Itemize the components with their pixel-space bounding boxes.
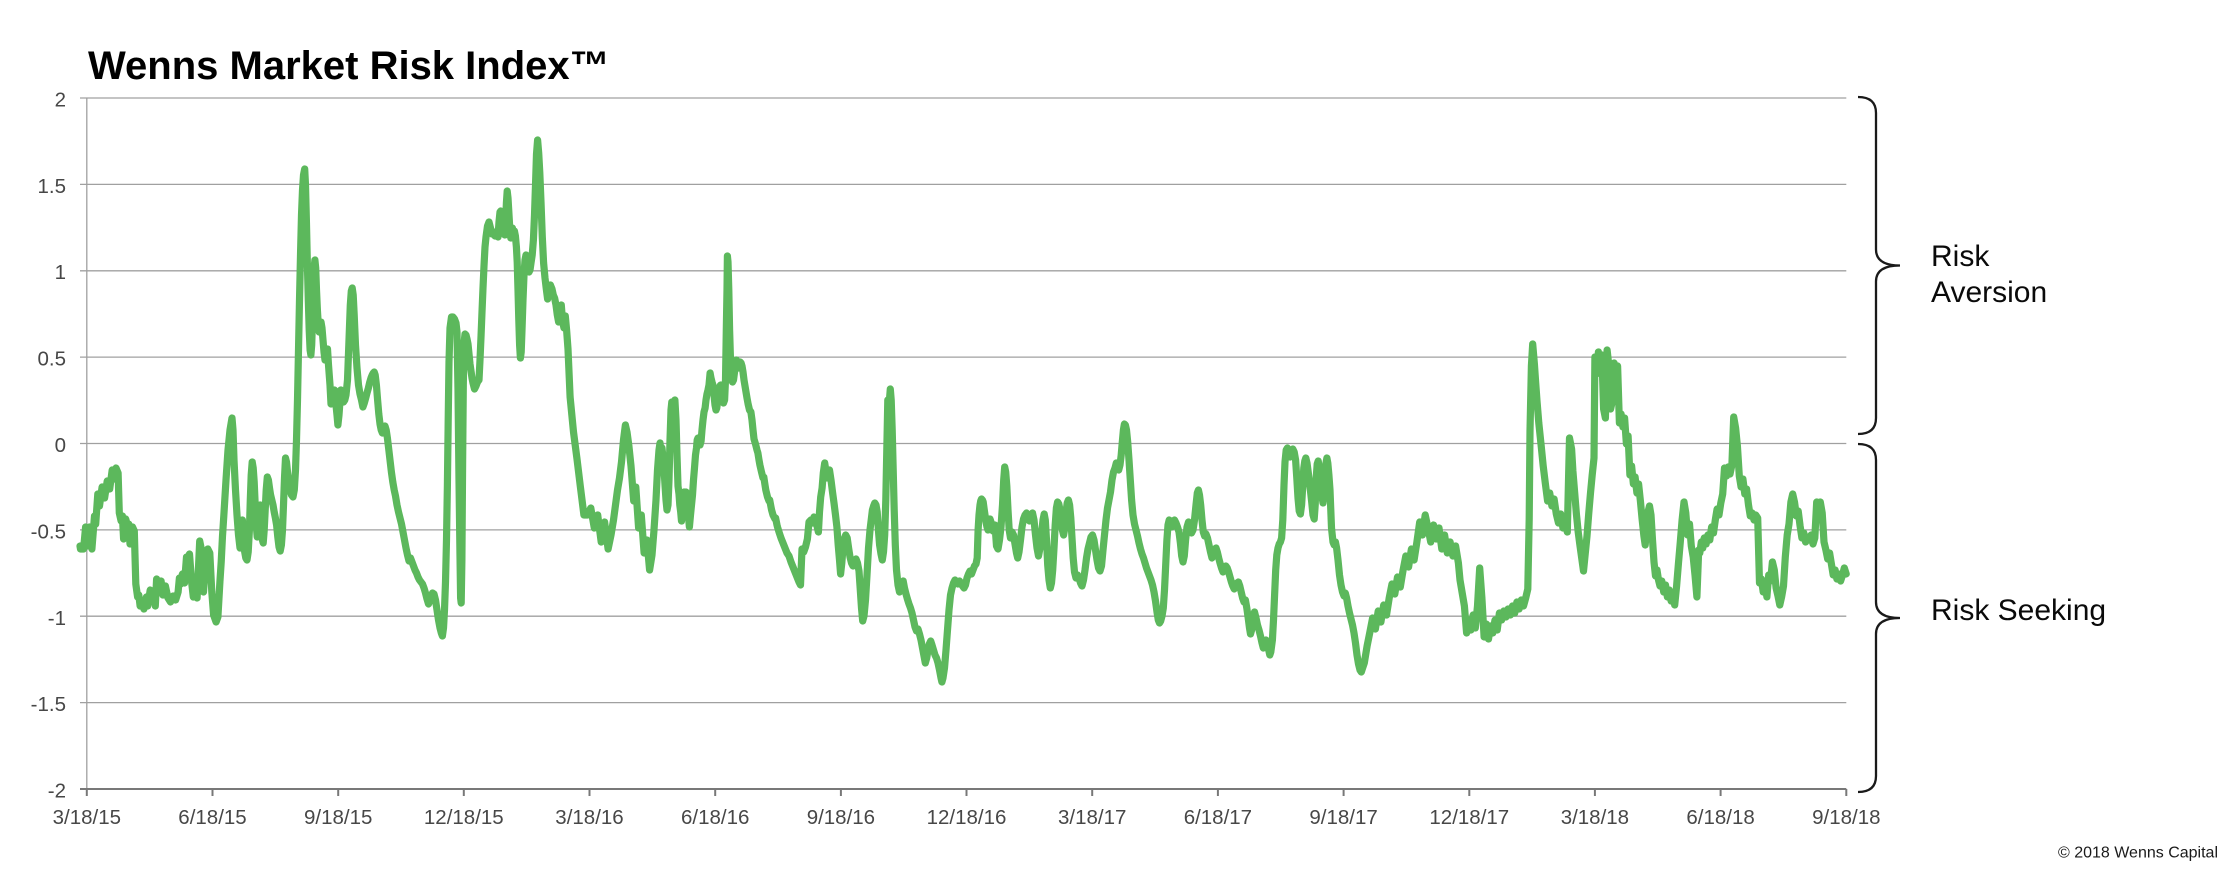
svg-text:12/18/15: 12/18/15 <box>424 806 504 829</box>
svg-text:6/18/15: 6/18/15 <box>178 806 246 829</box>
svg-text:9/18/17: 9/18/17 <box>1309 806 1377 829</box>
svg-text:9/18/16: 9/18/16 <box>807 806 875 829</box>
svg-text:1: 1 <box>55 261 66 284</box>
svg-text:9/18/15: 9/18/15 <box>304 806 372 829</box>
svg-text:9/18/18: 9/18/18 <box>1812 806 1880 829</box>
svg-text:-0.5: -0.5 <box>31 520 66 543</box>
svg-text:12/18/16: 12/18/16 <box>927 806 1007 829</box>
svg-text:6/18/17: 6/18/17 <box>1184 806 1252 829</box>
svg-text:-1: -1 <box>48 607 66 630</box>
svg-text:Wenns Market Risk Index™: Wenns Market Risk Index™ <box>88 44 610 88</box>
svg-text:3/18/17: 3/18/17 <box>1058 806 1126 829</box>
svg-text:3/18/16: 3/18/16 <box>555 806 623 829</box>
svg-text:12/18/17: 12/18/17 <box>1429 806 1509 829</box>
svg-text:-2: -2 <box>48 780 66 803</box>
svg-text:0.5: 0.5 <box>38 348 67 371</box>
svg-text:3/18/15: 3/18/15 <box>53 806 121 829</box>
svg-text:-1.5: -1.5 <box>31 693 66 716</box>
svg-text:Risk Seeking: Risk Seeking <box>1931 594 2106 627</box>
svg-text:Aversion: Aversion <box>1931 276 2047 309</box>
svg-text:© 2018 Wenns Capital: © 2018 Wenns Capital <box>2058 845 2218 862</box>
svg-text:3/18/18: 3/18/18 <box>1561 806 1629 829</box>
svg-text:2: 2 <box>55 89 66 112</box>
svg-text:1.5: 1.5 <box>38 175 67 198</box>
svg-text:6/18/18: 6/18/18 <box>1686 806 1754 829</box>
svg-text:Risk: Risk <box>1931 240 1990 273</box>
svg-text:0: 0 <box>55 434 66 457</box>
svg-text:6/18/16: 6/18/16 <box>681 806 749 829</box>
